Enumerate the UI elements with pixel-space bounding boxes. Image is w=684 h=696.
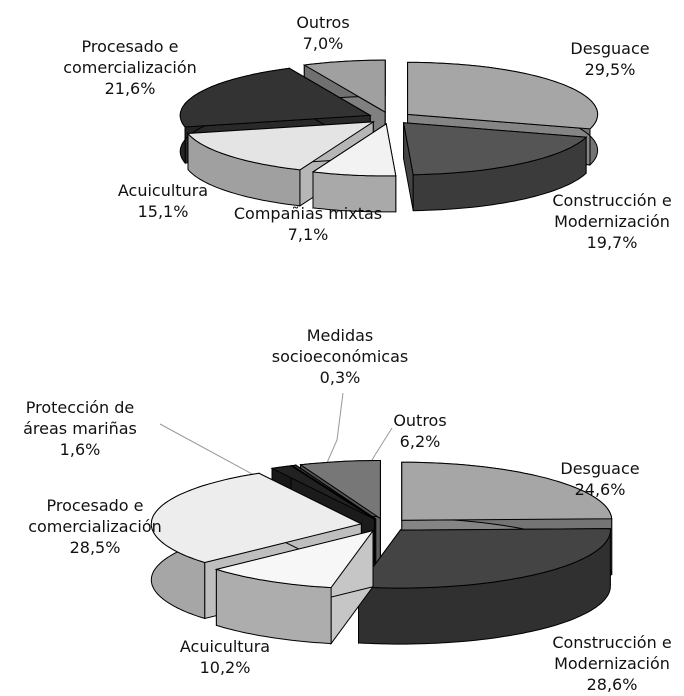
slice-top — [402, 122, 588, 176]
category-label: Medidas socioeconómicas — [271, 326, 409, 366]
slice-label: Outros 6,2% — [380, 410, 460, 452]
category-label: Procesado e comercialización — [63, 37, 197, 77]
slice-top — [270, 465, 375, 520]
category-label: Compañias mixtas — [233, 204, 383, 223]
category-label: Procesado e comercialización — [28, 496, 162, 536]
category-label: Outros — [393, 411, 447, 430]
value-label: 19,7% — [586, 233, 638, 252]
slice-top — [214, 529, 375, 589]
slice-top — [299, 460, 381, 520]
slice-top — [357, 528, 611, 589]
value-label: 1,6% — [59, 440, 101, 459]
slice-label: Desguace 24,6% — [540, 458, 660, 500]
slice-label: Construcción e Modernización 19,7% — [527, 190, 684, 253]
value-label: 10,2% — [199, 658, 251, 677]
pie-slice — [214, 529, 375, 646]
slice-top — [150, 472, 363, 564]
value-label: 29,5% — [584, 60, 636, 79]
slice-top — [290, 464, 376, 520]
value-label: 15,1% — [137, 202, 189, 221]
slice-label: Procesado e comercialización 28,5% — [10, 495, 180, 558]
pie-slice — [311, 122, 397, 213]
value-label: 0,3% — [319, 368, 361, 387]
slice-top — [311, 123, 397, 177]
pie-slice — [357, 528, 611, 645]
category-label: Construcción e Modernización — [552, 191, 672, 231]
slice-label: Compañias mixtas 7,1% — [213, 203, 403, 245]
value-label: 7,0% — [302, 34, 344, 53]
slice-top — [186, 121, 376, 171]
slice-label: Outros 7,0% — [283, 12, 363, 54]
slice-top — [401, 461, 613, 521]
category-label: Desguace — [560, 459, 640, 478]
slice-label: Desguace 29,5% — [550, 38, 670, 80]
slice-top — [179, 67, 372, 128]
value-label: 28,6% — [586, 675, 638, 694]
slice-top — [407, 61, 599, 130]
category-label: Construcción e Modernización — [552, 633, 672, 673]
pie-slice — [402, 122, 588, 212]
category-label: Acuicultura — [179, 637, 271, 656]
slice-label: Medidas socioeconómicas 0,3% — [255, 325, 425, 388]
slice-label: Acuicultura 10,2% — [165, 636, 285, 678]
value-label: 6,2% — [399, 432, 441, 451]
value-label: 28,5% — [69, 538, 121, 557]
slice-label: Acuicultura 15,1% — [103, 180, 223, 222]
slice-label: Procesado e comercialización 21,6% — [40, 36, 220, 99]
category-label: Desguace — [570, 39, 650, 58]
value-label: 21,6% — [104, 79, 156, 98]
slice-top — [302, 59, 386, 113]
slice-label: Protección de áreas mariñas 1,6% — [5, 397, 155, 460]
value-label: 7,1% — [287, 225, 329, 244]
category-label: Outros — [296, 13, 350, 32]
slice-label: Construcción e Modernización 28,6% — [527, 632, 684, 695]
category-label: Protección de áreas mariñas — [23, 398, 137, 438]
value-label: 24,6% — [574, 480, 626, 499]
category-label: Acuicultura — [117, 181, 209, 200]
